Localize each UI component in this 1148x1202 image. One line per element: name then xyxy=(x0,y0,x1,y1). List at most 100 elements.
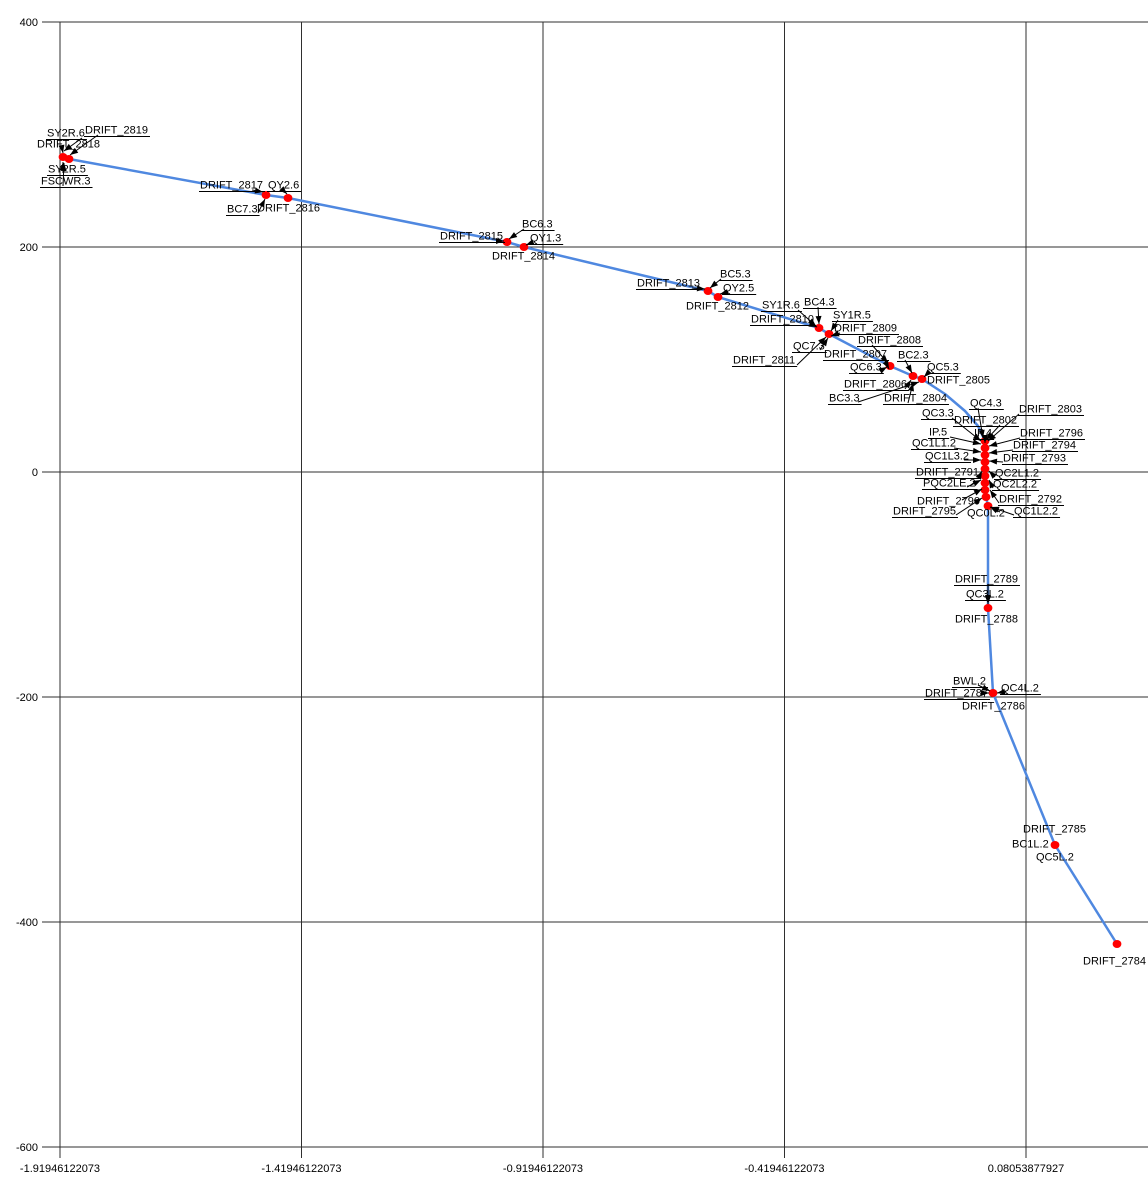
element-label: IP.4 xyxy=(974,428,992,440)
element-label: FSCWR.3 xyxy=(41,176,91,188)
element-label: IP.5 xyxy=(929,427,947,439)
leader-arrowhead-icon xyxy=(991,506,1000,513)
leader-arrowhead-icon xyxy=(997,688,1006,695)
element-marker[interactable] xyxy=(981,493,991,501)
element-label: QC5.3 xyxy=(927,362,959,374)
element-marker[interactable] xyxy=(824,330,834,338)
element-marker[interactable] xyxy=(1112,940,1122,948)
element-label: DRIFT_2784 xyxy=(1083,956,1146,968)
element-label: QC4L.2 xyxy=(1001,683,1039,695)
leader-arrowhead-icon xyxy=(70,147,79,155)
element-label: DRIFT_2804 xyxy=(884,393,947,405)
element-marker[interactable] xyxy=(980,444,990,452)
element-marker[interactable] xyxy=(983,604,993,612)
leader-arrowhead-icon xyxy=(972,447,981,454)
element-marker[interactable] xyxy=(988,689,998,697)
x-tick-label: 0.08053877927 xyxy=(988,1163,1064,1175)
element-label: DRIFT_2789 xyxy=(955,574,1018,586)
leader-arrowhead-icon xyxy=(973,457,981,463)
leader-arrowhead-icon xyxy=(989,449,998,455)
element-marker[interactable] xyxy=(980,465,990,473)
element-label: DRIFT_2815 xyxy=(440,231,503,243)
element-label: PQC2LE.2 xyxy=(923,478,976,490)
leader-arrowhead-icon xyxy=(905,364,912,373)
element-marker[interactable] xyxy=(983,502,993,510)
element-label: DRIFT_2796 xyxy=(1020,428,1083,440)
element-label: BWL.2 xyxy=(953,676,986,688)
element-marker[interactable] xyxy=(703,287,713,295)
element-label: BC5.3 xyxy=(720,269,751,281)
leader-arrowhead-icon xyxy=(990,490,998,499)
element-marker[interactable] xyxy=(283,194,293,202)
element-marker[interactable] xyxy=(261,191,271,199)
element-label: BC2.3 xyxy=(898,350,929,362)
element-label: DRIFT_2790 xyxy=(917,496,980,508)
element-label: QC3L.2 xyxy=(966,589,1004,601)
element-label: BC4.3 xyxy=(804,297,835,309)
beam-trajectory-path xyxy=(61,155,1119,946)
element-label: DRIFT_2786 xyxy=(962,701,1025,713)
element-label: QC4.3 xyxy=(970,398,1002,410)
element-marker[interactable] xyxy=(814,324,824,332)
element-label: QC2L2.2 xyxy=(993,479,1037,491)
element-label: DRIFT_2816 xyxy=(257,203,320,215)
y-tick-label: -400 xyxy=(16,917,38,929)
leader-arrowhead-icon xyxy=(878,367,887,374)
leader-arrowhead-icon xyxy=(254,187,263,194)
element-label: QC7.3 xyxy=(793,341,825,353)
leader-arrowhead-icon xyxy=(279,186,287,194)
leader-arrowhead-icon xyxy=(720,289,729,295)
element-label: BC1L.2 xyxy=(1012,839,1049,851)
element-label: SY2R.6 xyxy=(47,128,85,140)
element-marker[interactable] xyxy=(1050,841,1060,849)
y-tick-label: 0 xyxy=(32,467,38,479)
element-label: DRIFT_2813 xyxy=(637,278,700,290)
element-label: DRIFT_2803 xyxy=(1019,404,1082,416)
leader-arrowhead-icon xyxy=(808,318,816,326)
leader-arrowhead-icon xyxy=(989,458,998,465)
leader-arrowhead-icon xyxy=(60,163,67,172)
element-label: DRIFT_2814 xyxy=(492,251,555,263)
y-tick-label: -200 xyxy=(16,692,38,704)
element-label: DRIFT_2811 xyxy=(733,355,795,367)
element-label: QY1.3 xyxy=(530,233,561,245)
element-marker[interactable] xyxy=(908,372,918,380)
element-label: DRIFT_2807 xyxy=(824,349,887,361)
element-label: DRIFT_2808 xyxy=(858,335,921,347)
element-label: DRIFT_2819 xyxy=(85,125,148,137)
element-marker[interactable] xyxy=(713,293,723,301)
element-marker[interactable] xyxy=(980,458,990,466)
element-marker[interactable] xyxy=(980,479,990,487)
element-label: SY2R.5 xyxy=(48,164,86,176)
x-tick-label: -0.91946122073 xyxy=(503,1163,583,1175)
x-tick-label: -0.41946122073 xyxy=(744,1163,824,1175)
element-label: QY2.5 xyxy=(723,283,754,295)
leader-arrowhead-icon xyxy=(509,232,518,239)
element-label: QY2.6 xyxy=(268,180,299,192)
element-label: DRIFT_2817 xyxy=(200,180,263,192)
leader-arrowhead-icon xyxy=(989,471,997,479)
element-marker[interactable] xyxy=(980,472,990,480)
leader-arrowhead-icon xyxy=(710,280,719,288)
element-label: DRIFT_2793 xyxy=(1003,453,1066,465)
leader-arrowhead-icon xyxy=(973,489,982,496)
element-marker[interactable] xyxy=(64,155,74,163)
leader-arrowhead-icon xyxy=(64,143,73,151)
leader-arrowhead-icon xyxy=(981,690,989,696)
element-label: QC1L1.2 xyxy=(912,438,956,450)
element-label: DRIFT_2802 xyxy=(954,415,1017,427)
x-tick-label: -1.41946122073 xyxy=(261,1163,341,1175)
element-marker[interactable] xyxy=(502,238,512,246)
leader-arrowhead-icon xyxy=(972,439,981,446)
element-marker[interactable] xyxy=(980,486,990,494)
element-label: DRIFT_2791 xyxy=(916,467,979,479)
element-label: DRIFT_2785 xyxy=(1023,824,1086,836)
element-label: DRIFT_2792 xyxy=(999,494,1062,506)
element-label: DRIFT_2805 xyxy=(927,375,990,387)
element-marker[interactable] xyxy=(980,451,990,459)
leader-arrowhead-icon xyxy=(972,480,981,487)
leader-arrowhead-icon xyxy=(989,480,996,489)
element-label: DRIFT_2810 xyxy=(751,314,814,326)
